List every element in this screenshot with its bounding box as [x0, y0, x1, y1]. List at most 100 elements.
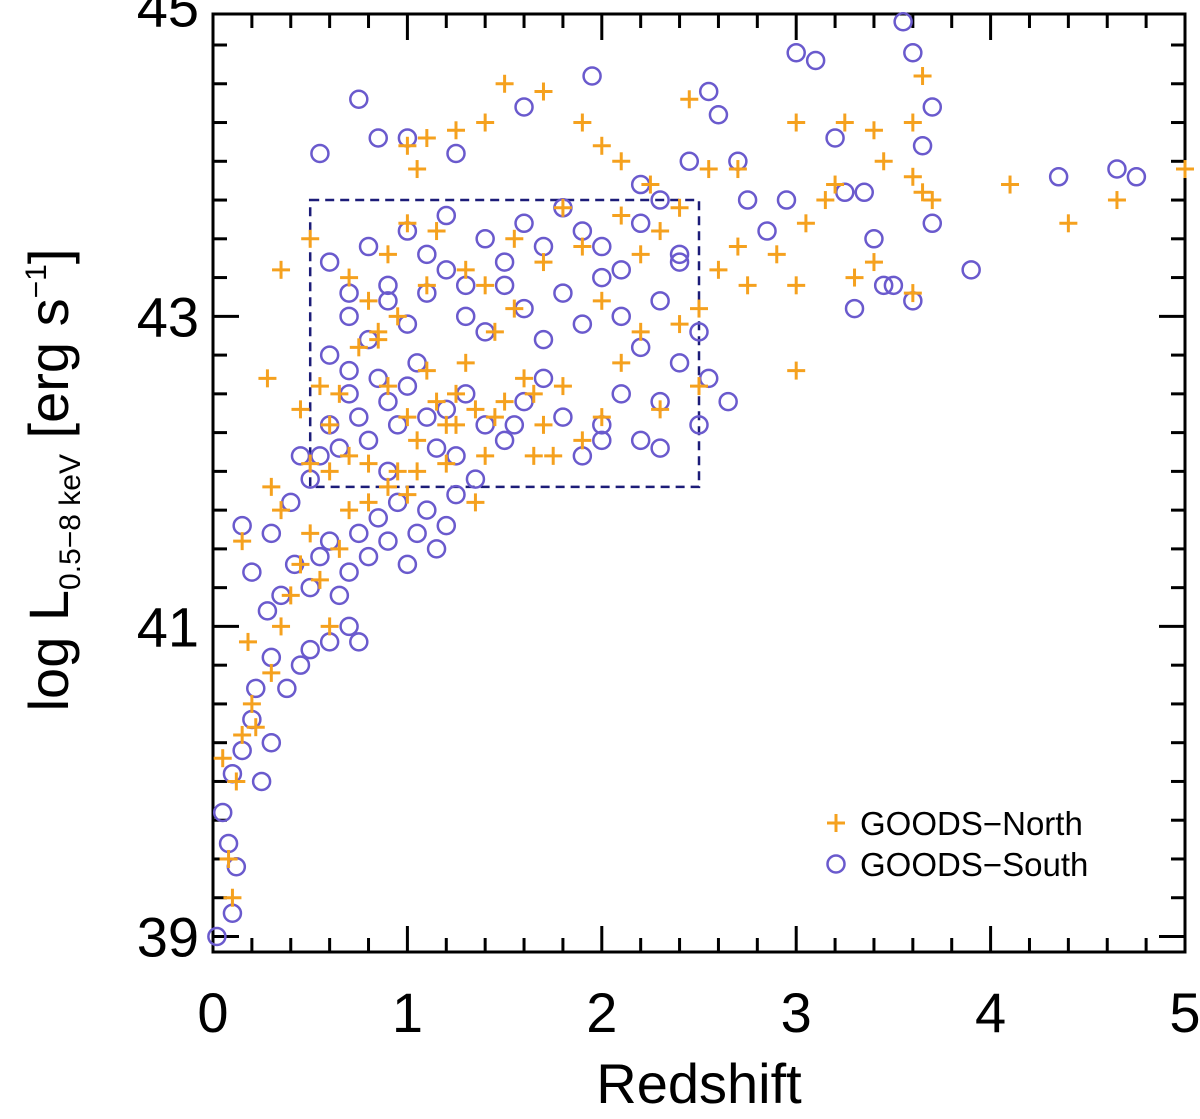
goods-south-point [232, 740, 252, 761]
goods-north-point [330, 539, 349, 558]
goods-north-point [340, 501, 359, 520]
goods-south-point [912, 136, 933, 156]
goods-south-point [873, 275, 894, 296]
y-axis-title-close: ] [17, 249, 80, 265]
goods-south-point [572, 446, 593, 466]
goods-north-point [417, 129, 436, 148]
goods-south-point [611, 384, 631, 404]
goods-south-point [533, 368, 554, 389]
goods-south-point [387, 492, 408, 513]
goods-south-point [514, 97, 534, 117]
goods-south-point [368, 128, 388, 148]
goods-north-point [291, 555, 310, 574]
goods-north-point [476, 446, 495, 465]
goods-north-point [227, 772, 246, 791]
goods-north-point [456, 260, 475, 279]
goods-south-point [446, 484, 466, 505]
goods-south-point [864, 229, 884, 249]
goods-north-point [233, 532, 252, 551]
goods-north-point [913, 67, 932, 86]
goods-north-point [330, 384, 349, 403]
goods-north-point [340, 446, 359, 465]
goods-south-point [378, 391, 398, 412]
goods-north-point [258, 369, 277, 388]
goods-south-point [349, 523, 369, 544]
goods-north-point [476, 113, 495, 132]
goods-south-point [242, 562, 262, 582]
goods-south-point [922, 213, 943, 234]
goods-north-point [612, 353, 631, 372]
goods-south-point [475, 229, 495, 249]
goods-south-point [893, 12, 913, 32]
goods-north-point [427, 222, 446, 241]
goods-south-point [533, 329, 554, 350]
goods-south-point [650, 190, 670, 210]
goods-north-point [690, 299, 708, 318]
goods-north-point [301, 524, 320, 543]
goods-north-point [398, 408, 417, 427]
goods-south-point [319, 531, 340, 551]
goods-north-point [408, 431, 427, 450]
goods-south-point [349, 407, 369, 427]
goods-south-point [698, 368, 719, 389]
legend-north-marker [827, 814, 845, 832]
goods-south-point [786, 43, 806, 63]
goods-north-point [233, 725, 252, 744]
goods-north-point [816, 191, 835, 210]
goods-north-point [223, 888, 242, 907]
goods-south-point [669, 244, 690, 265]
goods-north-point [427, 392, 446, 411]
data-points [207, 12, 1194, 947]
goods-north-point [417, 361, 436, 380]
goods-south-point [261, 732, 282, 753]
goods-south-point [922, 97, 943, 117]
goods-south-point [698, 81, 719, 102]
goods-north-point [874, 152, 893, 171]
goods-north-point [447, 121, 465, 140]
x-tick-label: 2 [586, 981, 617, 1044]
goods-north-point [272, 260, 291, 279]
goods-north-point [417, 276, 436, 295]
goods-south-point [417, 244, 437, 265]
goods-north-point [378, 477, 397, 496]
goods-north-point [553, 377, 572, 396]
goods-north-point [670, 198, 689, 217]
goods-south-point [310, 546, 330, 567]
goods-south-point [358, 430, 379, 451]
y-tick-label: 45 [137, 0, 199, 38]
goods-south-point [368, 508, 388, 528]
goods-north-point [544, 446, 563, 465]
y-axis-title-unit: [erg s [17, 298, 80, 454]
goods-south-point [494, 252, 515, 272]
goods-north-point [408, 160, 427, 179]
goods-south-point [835, 182, 855, 203]
goods-north-point [835, 113, 854, 132]
goods-north-point [447, 415, 465, 434]
goods-north-point [1107, 191, 1126, 210]
goods-south-point [1107, 159, 1127, 179]
goods-south-point [776, 190, 797, 210]
goods-south-point [805, 50, 826, 71]
goods-south-point [319, 632, 340, 652]
goods-south-point [290, 446, 311, 466]
goods-south-point [378, 531, 398, 551]
goods-south-point [611, 260, 631, 280]
goods-north-point [388, 307, 407, 326]
goods-south-point [592, 236, 612, 257]
goods-south-point [611, 306, 631, 327]
goods-south-point [718, 391, 738, 412]
goods-south-point [757, 221, 777, 241]
goods-south-point [854, 182, 874, 203]
goods-south-point [426, 539, 447, 559]
goods-south-point [300, 577, 320, 598]
goods-south-point [222, 903, 243, 923]
goods-south-point [339, 283, 359, 303]
goods-south-point [329, 585, 350, 606]
goods-north-point [320, 415, 339, 434]
goods-north-point [903, 284, 922, 303]
goods-south-point [226, 856, 247, 877]
goods-south-point [669, 353, 690, 373]
goods-north-point [359, 493, 378, 512]
goods-north-point [320, 462, 339, 481]
goods-north-point [524, 446, 543, 465]
